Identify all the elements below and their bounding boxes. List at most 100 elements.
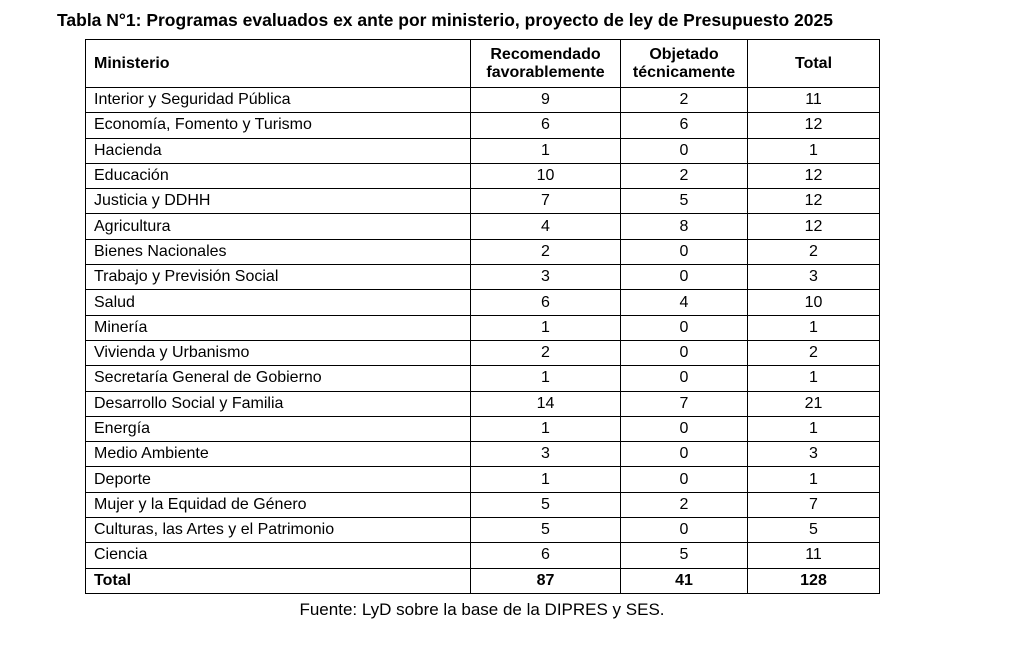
cell-value: 1 (470, 365, 621, 392)
cell-value: 0 (620, 466, 748, 493)
column-header: Objetado técnicamente (620, 39, 748, 88)
cell-value: 3 (470, 264, 621, 291)
cell-value: 3 (747, 264, 880, 291)
cell-value: 4 (620, 289, 748, 316)
cell-value: 7 (470, 188, 621, 215)
cell-value: 1 (747, 137, 880, 164)
table-row: Salud 6 4 10 (85, 289, 880, 316)
ministry-name: Ciencia (85, 542, 471, 569)
cell-value: 1 (747, 466, 880, 493)
table-body: Interior y Seguridad Pública 9 2 11 Economía… (85, 86, 880, 594)
table-row: Desarrollo Social y Familia 14 7 21 (85, 390, 880, 417)
cell-value: 12 (747, 162, 880, 190)
ministry-name: Mujer y la Equidad de Género (85, 491, 471, 519)
table-row: Trabajo y Previsión Social 3 0 3 (85, 264, 880, 291)
cell-value: 5 (747, 517, 880, 544)
cell-value: 14 (470, 390, 621, 417)
cell-value: 1 (747, 415, 880, 443)
table-row: Medio Ambiente 3 0 3 (85, 441, 880, 468)
ministry-name: Desarrollo Social y Familia (85, 390, 471, 417)
cell-value: 10 (747, 289, 880, 316)
cell-value: 3 (470, 441, 621, 468)
ministry-name: Vivienda y Urbanismo (85, 339, 471, 367)
header-row: Ministerio Recomendado favorablemente Obje… (85, 39, 880, 88)
cell-value: 11 (747, 542, 880, 569)
table-row: Hacienda 1 0 1 (85, 137, 880, 164)
total-value: 87 (470, 567, 621, 594)
cell-value: 2 (620, 491, 748, 519)
column-header: Ministerio (85, 39, 471, 88)
ministry-name: Justicia y DDHH (85, 188, 471, 215)
table-row: Justicia y DDHH 7 5 12 (85, 188, 880, 215)
table-row: Minería 1 0 1 (85, 314, 880, 341)
table-row: Energía 1 0 1 (85, 415, 880, 443)
ministry-name: Hacienda (85, 137, 471, 164)
cell-value: 12 (747, 188, 880, 215)
cell-value: 0 (620, 264, 748, 291)
cell-value: 1 (470, 466, 621, 493)
cell-value: 12 (747, 112, 880, 139)
cell-value: 4 (470, 213, 621, 240)
table-row: Ciencia 6 5 11 (85, 542, 880, 569)
ministry-name: Deporte (85, 466, 471, 493)
ministry-name: Agricultura (85, 213, 471, 240)
cell-value: 12 (747, 213, 880, 240)
cell-value: 0 (620, 517, 748, 544)
cell-value: 2 (747, 238, 880, 266)
table-row: Interior y Seguridad Pública 9 2 11 (85, 86, 880, 114)
cell-value: 2 (747, 339, 880, 367)
ministry-name: Energía (85, 415, 471, 443)
ministry-name: Educación (85, 162, 471, 190)
cell-value: 0 (620, 339, 748, 367)
cell-value: 8 (620, 213, 748, 240)
table-row: Vivienda y Urbanismo 2 0 2 (85, 339, 880, 367)
cell-value: 0 (620, 415, 748, 443)
total-value: 128 (747, 567, 880, 594)
cell-value: 10 (470, 162, 621, 190)
ministry-name: Medio Ambiente (85, 441, 471, 468)
table: Ministerio Recomendado favorablemente Obje… (85, 39, 880, 594)
ministry-name: Minería (85, 314, 471, 341)
cell-value: 1 (470, 137, 621, 164)
source-note: Fuente: LyD sobre la base de la DIPRES y… (299, 600, 665, 619)
cell-value: 2 (620, 162, 748, 190)
cell-value: 6 (470, 289, 621, 316)
cell-value: 2 (470, 339, 621, 367)
cell-value: 6 (620, 112, 748, 139)
table-row: Economía, Fomento y Turismo 6 6 12 (85, 112, 880, 139)
cell-value: 9 (470, 86, 621, 114)
cell-value: 6 (470, 112, 621, 139)
ministry-name: Economía, Fomento y Turismo (85, 112, 471, 139)
ministry-name: Interior y Seguridad Pública (85, 86, 471, 114)
column-header: Total (747, 39, 880, 88)
cell-value: 7 (620, 390, 748, 417)
ministry-name: Bienes Nacionales (85, 238, 471, 266)
ministry-name: Trabajo y Previsión Social (85, 264, 471, 291)
cell-value: 5 (470, 491, 621, 519)
cell-value: 0 (620, 238, 748, 266)
column-header: Recomendado favorablemente (470, 39, 621, 88)
cell-value: 5 (620, 542, 748, 569)
ministry-name: Salud (85, 289, 471, 316)
cell-value: 3 (747, 441, 880, 468)
cell-value: 6 (470, 542, 621, 569)
table-row: Educación 10 2 12 (85, 162, 880, 190)
cell-value: 2 (620, 86, 748, 114)
cell-value: 1 (470, 314, 621, 341)
cell-value: 0 (620, 365, 748, 392)
cell-value: 21 (747, 390, 880, 417)
total-label: Total (85, 567, 471, 594)
total-value: 41 (620, 567, 748, 594)
table-row: Deporte 1 0 1 (85, 466, 880, 493)
table-row: Mujer y la Equidad de Género 5 2 7 (85, 491, 880, 519)
cell-value: 7 (747, 491, 880, 519)
table-row: Agricultura 4 8 12 (85, 213, 880, 240)
cell-value: 5 (470, 517, 621, 544)
cell-value: 0 (620, 314, 748, 341)
cell-value: 0 (620, 137, 748, 164)
cell-value: 5 (620, 188, 748, 215)
cell-value: 1 (747, 314, 880, 341)
total-row: Total 87 41 128 (85, 567, 880, 594)
ministry-name: Secretaría General de Gobierno (85, 365, 471, 392)
